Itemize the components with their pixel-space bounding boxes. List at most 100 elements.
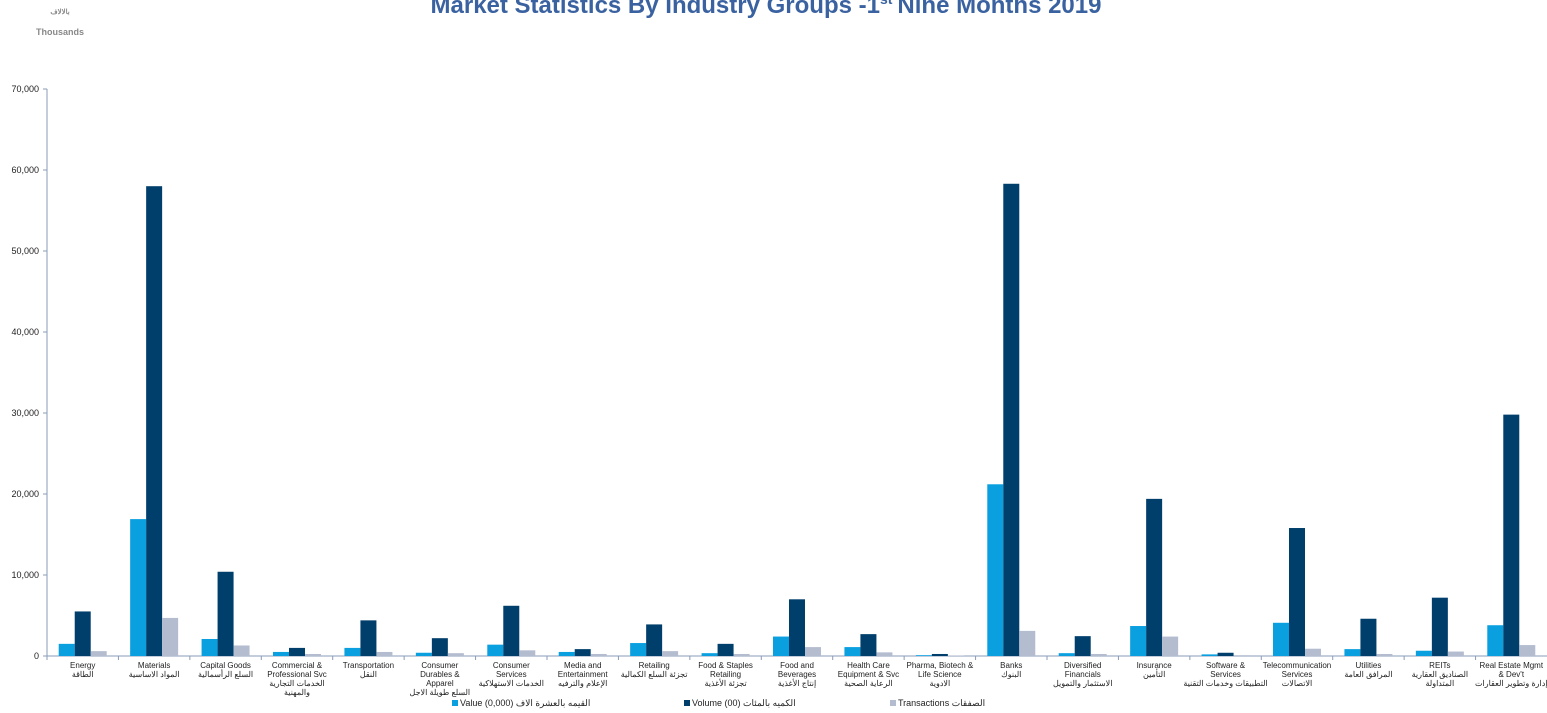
x-tick-label-line: Services bbox=[1210, 670, 1241, 679]
bar bbox=[773, 636, 789, 656]
x-tick-label: Pharma, Biotech & Life Science الادوية bbox=[907, 661, 974, 688]
bar bbox=[701, 653, 718, 656]
x-tick-label: Consumer Durables & Apparel السلع طويلة الا… bbox=[410, 661, 471, 697]
x-tick-label: REITs الصناديق العقارية المتداولة bbox=[1412, 661, 1469, 688]
x-tick-label-line: Retailing bbox=[639, 661, 670, 670]
bar bbox=[1090, 653, 1107, 656]
bar bbox=[1019, 630, 1036, 656]
x-tick-label-line: Financials bbox=[1065, 670, 1101, 679]
x-tick-label-line: الصناديق العقارية bbox=[1412, 670, 1469, 679]
bar bbox=[558, 651, 575, 656]
bar bbox=[431, 638, 448, 656]
bar bbox=[646, 624, 663, 656]
bar bbox=[1146, 498, 1163, 656]
bar bbox=[58, 643, 75, 656]
x-tick-label-line: Capital Goods bbox=[200, 661, 251, 670]
legend-swatch bbox=[452, 700, 458, 706]
bar bbox=[415, 652, 432, 656]
y-tick-label: 40,000 bbox=[11, 327, 39, 337]
bar bbox=[733, 653, 750, 656]
x-tick-label-line: Consumer bbox=[493, 661, 530, 670]
bar bbox=[1003, 183, 1020, 656]
bar bbox=[519, 650, 536, 656]
bar bbox=[1305, 648, 1321, 656]
x-tick-label: Banks البنوك bbox=[1000, 661, 1022, 679]
unit-label: بالالاف bbox=[50, 8, 69, 16]
x-tick-label-line: Utilities bbox=[1356, 661, 1382, 670]
x-tick-label-line: المواد الاساسية bbox=[129, 670, 180, 679]
bar bbox=[1415, 650, 1432, 656]
x-tick-label: Health Care Equipment & Svc الرعاية الصحية bbox=[838, 661, 899, 688]
x-tick-label-line: البنوك bbox=[1001, 670, 1021, 679]
bar bbox=[344, 647, 361, 656]
x-tick-label-line: النقل bbox=[360, 670, 377, 679]
x-tick-label-line: Pharma, Biotech & bbox=[907, 661, 974, 670]
y-tick-label: 0 bbox=[34, 651, 39, 661]
x-tick-label-line: Energy bbox=[70, 661, 95, 670]
legend-label: Value (0,000) القيمه بالعشرة الاف bbox=[460, 698, 590, 709]
unit-label: Thousands bbox=[36, 27, 84, 37]
bar bbox=[1376, 653, 1393, 656]
x-tick-label-line: Entertainment bbox=[558, 670, 609, 679]
bar bbox=[217, 571, 234, 656]
x-tick-label: Real Estate Mgmt & Dev't إدارة وتطوير العق… bbox=[1475, 661, 1547, 688]
x-tick-label-line: Services bbox=[496, 670, 527, 679]
title-part: Market Statistics By Industry Groups -1 bbox=[431, 0, 880, 19]
x-tick-label-line: الطاقة bbox=[72, 670, 94, 679]
x-tick-label: Commercial & Professional Svc الخدمات التج… bbox=[267, 661, 327, 697]
legend-swatch bbox=[684, 700, 690, 706]
x-tick-label-line: Telecommunication bbox=[1263, 661, 1331, 670]
x-tick-label-line: & Dev't bbox=[1499, 670, 1525, 679]
x-tick-label: Transportation النقل bbox=[343, 661, 394, 679]
legend-label: Volume (00) الكميه بالمئات bbox=[692, 698, 796, 708]
x-tick-label: Materials المواد الاساسية bbox=[129, 661, 180, 679]
x-tick-label-line: Diversified bbox=[1064, 661, 1101, 670]
x-tick-label-line: Professional Svc bbox=[267, 670, 327, 679]
x-tick-label-line: المتداولة bbox=[1425, 679, 1454, 688]
x-tick-label-line: Software & bbox=[1206, 661, 1246, 670]
y-tick-label: 20,000 bbox=[11, 489, 39, 499]
bar bbox=[630, 643, 647, 656]
x-tick-label-line: Durables & bbox=[420, 670, 460, 679]
x-tick-label: Telecommunication Services الاتصالات bbox=[1263, 661, 1331, 688]
bar bbox=[201, 638, 218, 656]
x-tick-label-line: الإعلام والترفيه bbox=[558, 679, 607, 688]
x-tick-label-line: الادوية bbox=[929, 679, 950, 688]
bar bbox=[1074, 636, 1091, 656]
bar bbox=[162, 617, 179, 656]
bar bbox=[376, 651, 393, 656]
bar bbox=[503, 605, 520, 656]
y-tick-label: 30,000 bbox=[11, 408, 39, 418]
x-tick-label-line: Apparel bbox=[426, 679, 454, 688]
bar bbox=[1503, 414, 1520, 656]
x-tick-label: Retailing تجزئة السلع الكمالية bbox=[621, 661, 688, 679]
title-sup: st bbox=[880, 0, 893, 7]
x-tick-label: Software & Services التطبيقات وخدمات التقن… bbox=[1183, 661, 1267, 688]
bar bbox=[860, 634, 877, 656]
x-tick-label-line: إنتاج الأغذية bbox=[778, 678, 816, 688]
x-tick-label-line: REITs bbox=[1429, 661, 1450, 670]
y-tick-label: 10,000 bbox=[11, 570, 39, 580]
x-tick-label-line: Media and bbox=[564, 661, 601, 670]
bar bbox=[876, 652, 893, 656]
x-tick-label: Insurance التأمين bbox=[1137, 661, 1173, 679]
bar bbox=[74, 611, 91, 656]
x-tick-label-line: Food and bbox=[780, 661, 814, 670]
bar bbox=[146, 186, 163, 656]
x-tick-label-line: Insurance bbox=[1137, 661, 1173, 670]
bar bbox=[789, 599, 805, 656]
x-tick-label: Food & Staples Retailing تجزئة الأغذية bbox=[698, 661, 753, 688]
x-tick-label-line: Life Science bbox=[918, 670, 962, 679]
x-tick-label-line: Food & Staples bbox=[698, 661, 753, 670]
x-tick-label-line: والمهنية bbox=[284, 688, 310, 697]
bar bbox=[844, 647, 861, 656]
x-tick-label-line: إدارة وتطوير العقارات bbox=[1475, 679, 1547, 688]
x-tick-label-line: السلع الرأسمالية bbox=[198, 668, 253, 679]
bar bbox=[90, 651, 107, 656]
bar bbox=[1360, 618, 1377, 656]
y-tick-label: 50,000 bbox=[11, 246, 39, 256]
bar bbox=[233, 645, 250, 656]
x-tick-label-line: الاتصالات bbox=[1282, 679, 1312, 688]
bar bbox=[717, 643, 734, 656]
